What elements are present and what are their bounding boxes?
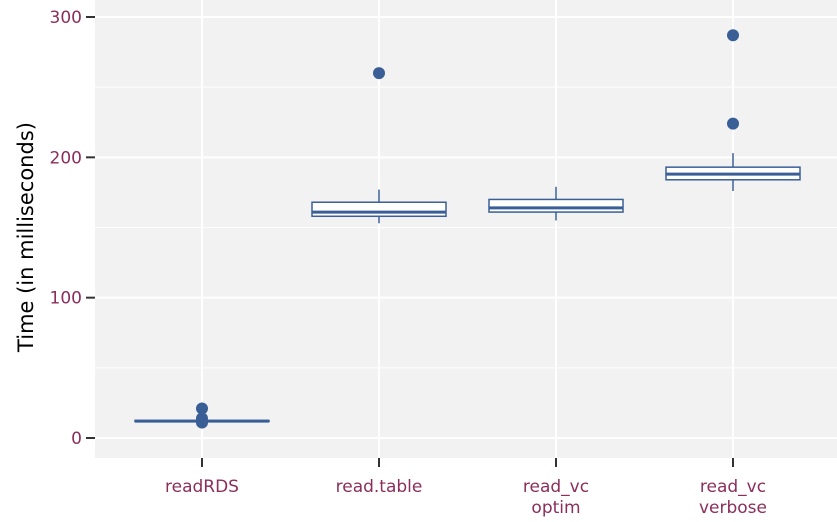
x-tick-label: read_vc (700, 477, 766, 497)
x-tick-label: optim (531, 498, 580, 518)
y-axis: 0 100 200 300 (50, 8, 95, 449)
outlier-point (727, 29, 739, 42)
x-tick-label: read.table (336, 477, 423, 497)
y-tick-label: 300 (50, 8, 82, 28)
outlier-point (727, 117, 739, 130)
box-3 (488, 186, 624, 221)
box-1 (134, 402, 270, 429)
outlier-point (196, 416, 208, 429)
plot-panel (95, 0, 837, 458)
box-iqr (311, 201, 447, 218)
boxes (134, 29, 801, 429)
y-axis-title: Time (in milliseconds) (14, 122, 38, 353)
grid-lines (95, 0, 837, 458)
box-iqr (488, 198, 624, 213)
x-tick-label: read_vc (523, 477, 589, 497)
x-axis: readRDS read.table read_vcoptimread_vcverb… (165, 458, 767, 518)
y-tick-label: 0 (71, 429, 82, 449)
y-tick-label: 200 (50, 148, 82, 168)
outlier-point (373, 67, 385, 80)
y-tick-label: 100 (50, 289, 82, 309)
x-tick-label: readRDS (165, 477, 239, 497)
box-2 (311, 67, 447, 224)
box-4 (665, 29, 801, 192)
x-tick-label: verbose (699, 498, 767, 518)
outlier-point (196, 402, 208, 415)
